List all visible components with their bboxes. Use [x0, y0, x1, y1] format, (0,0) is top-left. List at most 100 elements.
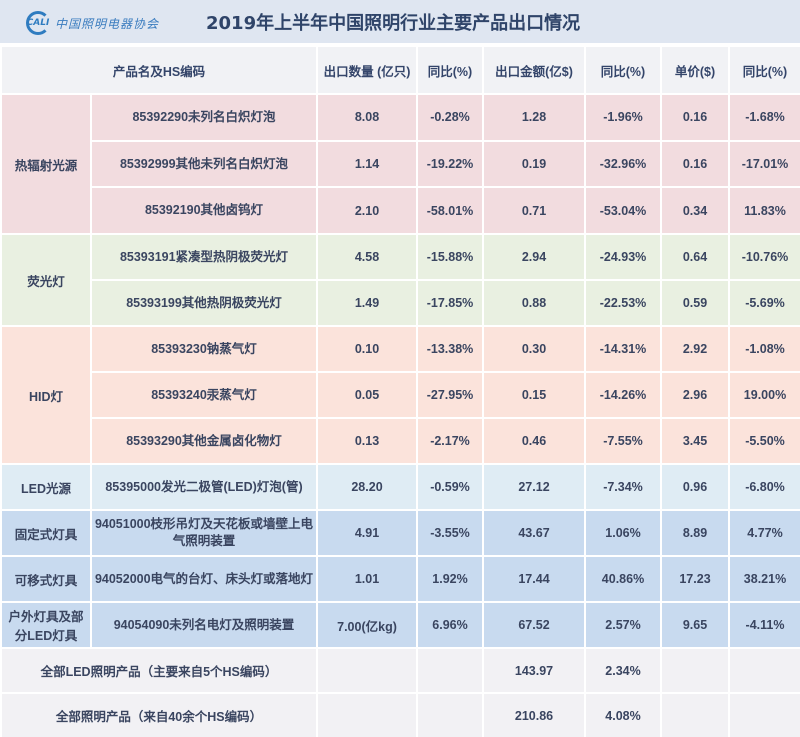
amount-yoy-cell: 4.08% — [584, 692, 662, 737]
product-cell: 85393199其他热阴极荧光灯 — [90, 279, 318, 328]
qty-yoy-cell: -3.55% — [416, 509, 484, 558]
product-cell: 94054090未列名电灯及照明装置 — [90, 601, 318, 650]
title-bar: CALI 中国照明电器协会 2019年上半年中国照明行业主要产品出口情况 — [0, 0, 800, 45]
category-cell: 户外灯具及部分LED灯具 — [0, 601, 92, 650]
qty-yoy-cell: -13.38% — [416, 325, 484, 374]
price-cell: 8.89 — [660, 509, 730, 558]
category-cell: 固定式灯具 — [0, 509, 92, 558]
price-cell: 0.16 — [660, 139, 730, 189]
cali-logo-icon: CALI — [26, 11, 50, 35]
qty-cell: 28.20 — [316, 463, 418, 512]
empty-cell — [316, 692, 418, 737]
logo-text: 中国照明电器协会 — [55, 16, 160, 31]
col-header-product: 产品名及HS编码 — [0, 45, 318, 95]
table-row: 85393290其他金属卤化物灯 0.13 -2.17% 0.46 -7.55%… — [1, 417, 800, 466]
product-cell: 85392290未列名白炽灯泡 — [90, 93, 318, 142]
total-label-cell: 全部LED照明产品（主要来自5个HS编码） — [0, 647, 318, 695]
amount-cell: 0.71 — [482, 186, 586, 236]
qty-yoy-cell: -0.59% — [416, 463, 484, 512]
amount-yoy-cell: -22.53% — [584, 279, 662, 328]
col-header-amount-yoy: 同比(%) — [584, 45, 662, 95]
qty-cell: 4.58 — [316, 233, 418, 282]
amount-yoy-cell: 1.06% — [584, 509, 662, 558]
column-header-row: 产品名及HS编码 出口数量 (亿只) 同比(%) 出口金额(亿$) 同比(%) … — [0, 45, 800, 95]
category-cell: 可移式灯具 — [0, 555, 92, 604]
col-header-qty-yoy: 同比(%) — [416, 45, 484, 95]
amount-cell: 0.88 — [482, 279, 586, 328]
table-row: 85392190其他卤钨灯 2.10 -58.01% 0.71 -53.04% … — [1, 186, 800, 236]
qty-cell: 1.14 — [316, 139, 418, 189]
amount-yoy-cell: -7.34% — [584, 463, 662, 512]
qty-cell: 1.01 — [316, 555, 418, 604]
product-cell: 85393191紧凑型热阴极荧光灯 — [90, 233, 318, 282]
amount-yoy-cell: -7.55% — [584, 417, 662, 466]
empty-cell — [416, 647, 484, 695]
category-cell: HID灯 — [0, 325, 92, 466]
total-label-cell: 全部照明产品（来自40余个HS编码） — [0, 692, 318, 737]
amount-cell: 67.52 — [482, 601, 586, 650]
qty-yoy-cell: -19.22% — [416, 139, 484, 189]
price-cell: 2.92 — [660, 325, 730, 374]
amount-cell: 0.46 — [482, 417, 586, 466]
table-row: 85392999其他未列名白炽灯泡 1.14 -19.22% 0.19 -32.… — [1, 139, 800, 189]
amount-yoy-cell: 40.86% — [584, 555, 662, 604]
category-cell: LED光源 — [0, 463, 92, 512]
amount-yoy-cell: -32.96% — [584, 139, 662, 189]
table-row: 85393199其他热阴极荧光灯 1.49 -17.85% 0.88 -22.5… — [1, 279, 800, 328]
qty-cell: 0.10 — [316, 325, 418, 374]
qty-cell: 8.08 — [316, 93, 418, 142]
amount-cell: 2.94 — [482, 233, 586, 282]
col-header-export-qty: 出口数量 (亿只) — [316, 45, 418, 95]
table-row: 户外灯具及部分LED灯具 94054090未列名电灯及照明装置 7.00(亿kg… — [0, 601, 800, 650]
qty-cell: 0.05 — [316, 371, 418, 420]
price-yoy-cell: 4.77% — [728, 509, 800, 558]
amount-cell: 0.19 — [482, 139, 586, 189]
product-cell: 85393290其他金属卤化物灯 — [90, 417, 318, 466]
table-row: LED光源 85395000发光二极管(LED)灯泡(管) 28.20 -0.5… — [0, 463, 800, 512]
qty-cell: 4.91 — [316, 509, 418, 558]
amount-cell: 143.97 — [482, 647, 586, 695]
product-cell: 94052000电气的台灯、床头灯或落地灯 — [90, 555, 318, 604]
col-header-price-yoy: 同比(%) — [728, 45, 800, 95]
empty-cell — [660, 692, 730, 737]
qty-yoy-cell: -17.85% — [416, 279, 484, 328]
amount-yoy-cell: -1.96% — [584, 93, 662, 142]
qty-cell: 2.10 — [316, 186, 418, 236]
product-cell: 85392999其他未列名白炽灯泡 — [90, 139, 318, 189]
export-table: 产品名及HS编码 出口数量 (亿只) 同比(%) 出口金额(亿$) 同比(%) … — [0, 45, 800, 737]
price-yoy-cell: 19.00% — [728, 371, 800, 420]
page-title: 2019年上半年中国照明行业主要产品出口情况 — [206, 13, 581, 34]
amount-cell: 27.12 — [482, 463, 586, 512]
amount-yoy-cell: -14.31% — [584, 325, 662, 374]
qty-cell: 0.13 — [316, 417, 418, 466]
amount-yoy-cell: 2.57% — [584, 601, 662, 650]
price-yoy-cell: -17.01% — [728, 139, 800, 189]
qty-yoy-cell: 1.92% — [416, 555, 484, 604]
table-row: 荧光灯 85393191紧凑型热阴极荧光灯 4.58 -15.88% 2.94 … — [0, 233, 800, 328]
product-cell: 85393240汞蒸气灯 — [90, 371, 318, 420]
amount-yoy-cell: -24.93% — [584, 233, 662, 282]
category-cell: 荧光灯 — [0, 233, 92, 328]
price-cell: 0.16 — [660, 93, 730, 142]
price-yoy-cell: 11.83% — [728, 186, 800, 236]
empty-cell — [728, 647, 800, 695]
price-cell: 3.45 — [660, 417, 730, 466]
price-yoy-cell: -4.11% — [728, 601, 800, 650]
price-cell: 17.23 — [660, 555, 730, 604]
amount-cell: 0.30 — [482, 325, 586, 374]
qty-yoy-cell: -0.28% — [416, 93, 484, 142]
price-yoy-cell: -5.69% — [728, 279, 800, 328]
col-header-export-amount: 出口金额(亿$) — [482, 45, 586, 95]
price-cell: 0.59 — [660, 279, 730, 328]
price-yoy-cell: 38.21% — [728, 555, 800, 604]
qty-cell: 7.00(亿kg) — [316, 601, 418, 650]
empty-cell — [416, 692, 484, 737]
qty-yoy-cell: -2.17% — [416, 417, 484, 466]
total-row: 全部照明产品（来自40余个HS编码） 210.86 4.08% — [0, 692, 800, 737]
table-row: 85393240汞蒸气灯 0.05 -27.95% 0.15 -14.26% 2… — [1, 371, 800, 420]
price-cell: 9.65 — [660, 601, 730, 650]
product-cell: 94051000枝形吊灯及天花板或墙壁上电气照明装置 — [90, 509, 318, 558]
price-cell: 0.64 — [660, 233, 730, 282]
price-yoy-cell: -1.08% — [728, 325, 800, 374]
